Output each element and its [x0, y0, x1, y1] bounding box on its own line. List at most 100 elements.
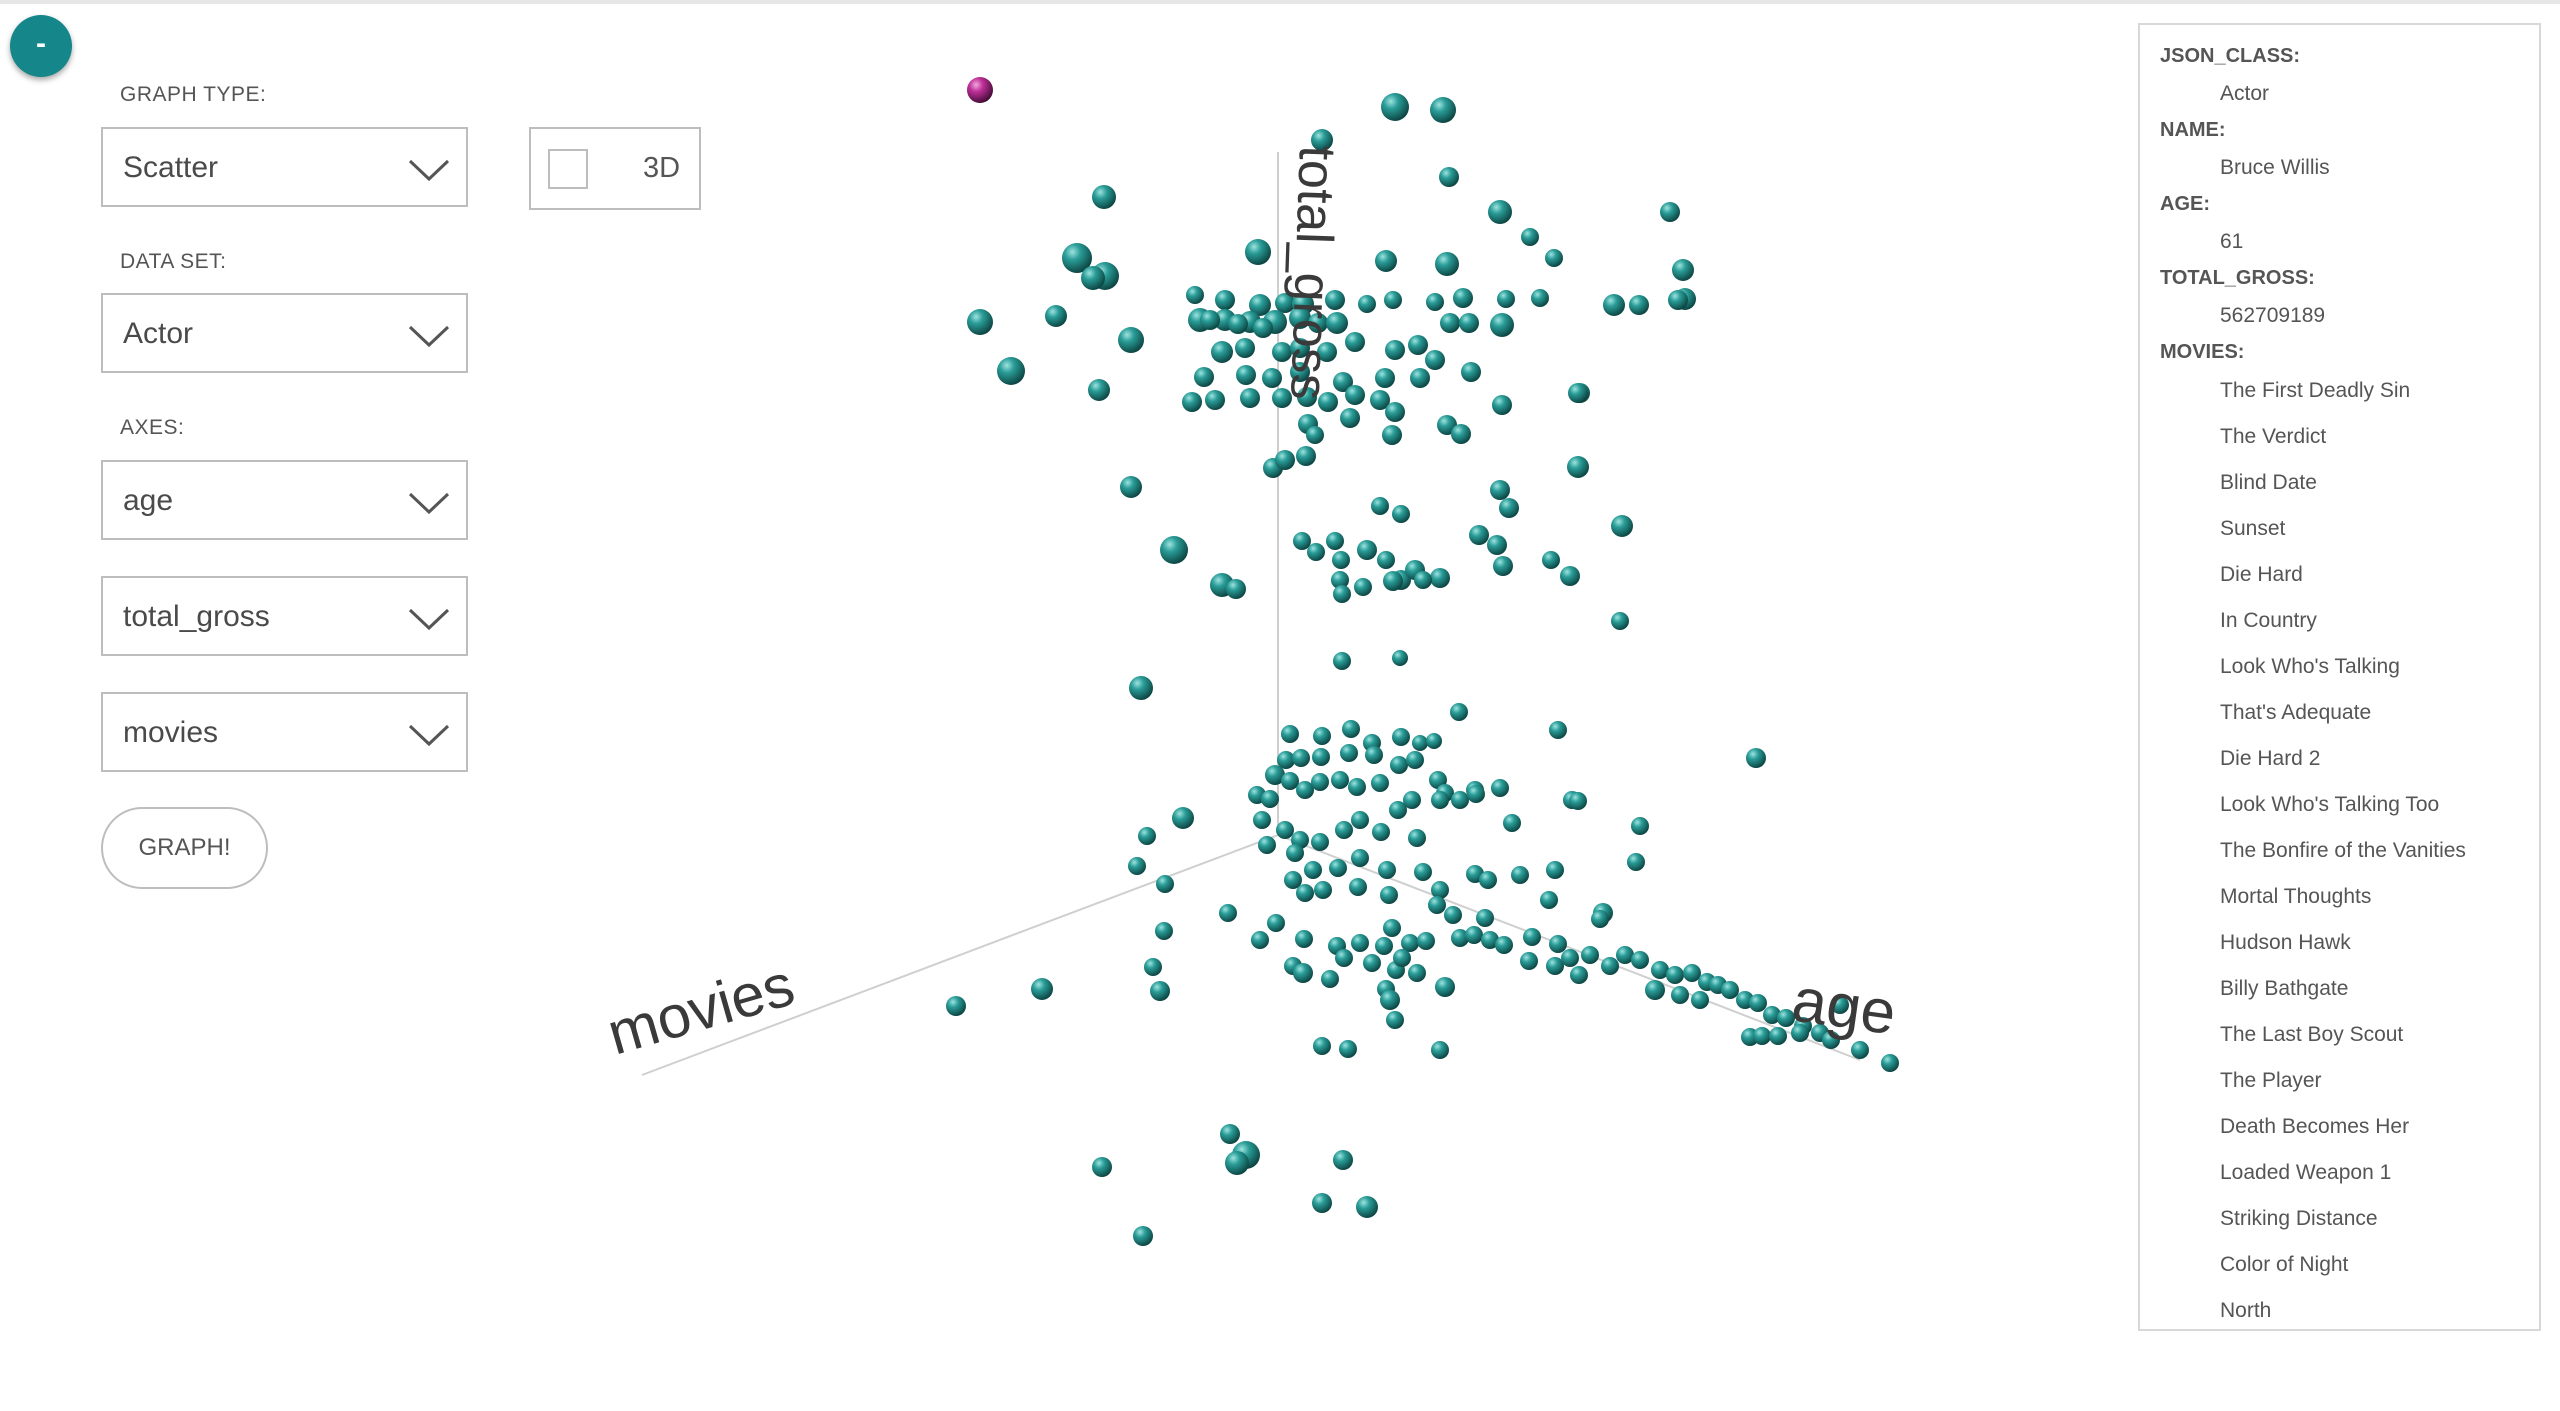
- data-point[interactable]: [1345, 385, 1365, 405]
- data-point[interactable]: [1377, 551, 1395, 569]
- data-point[interactable]: [1281, 772, 1299, 790]
- data-point[interactable]: [1275, 293, 1295, 313]
- data-point[interactable]: [1277, 751, 1295, 769]
- data-point[interactable]: [1172, 807, 1194, 829]
- data-point[interactable]: [1410, 368, 1430, 388]
- data-point[interactable]: [1313, 1037, 1331, 1055]
- data-point[interactable]: [1763, 1006, 1781, 1024]
- data-point[interactable]: [1603, 294, 1625, 316]
- data-point[interactable]: [1389, 801, 1407, 819]
- data-point[interactable]: [1390, 756, 1408, 774]
- data-point[interactable]: [1272, 388, 1292, 408]
- data-point[interactable]: [1296, 884, 1314, 902]
- data-point[interactable]: [1412, 735, 1428, 751]
- data-point[interactable]: [1265, 765, 1285, 785]
- data-point[interactable]: [1383, 571, 1403, 591]
- data-point[interactable]: [1345, 332, 1365, 352]
- data-point[interactable]: [1431, 1041, 1449, 1059]
- selected-data-point[interactable]: [967, 77, 993, 103]
- data-point[interactable]: [1481, 931, 1499, 949]
- data-point[interactable]: [1186, 286, 1204, 304]
- data-point[interactable]: [1611, 612, 1629, 630]
- data-point[interactable]: [1428, 896, 1446, 914]
- data-point[interactable]: [1225, 1151, 1249, 1175]
- data-point[interactable]: [1357, 540, 1377, 560]
- data-point[interactable]: [1521, 228, 1539, 246]
- data-point[interactable]: [1403, 791, 1421, 809]
- data-point[interactable]: [1487, 535, 1507, 555]
- data-point[interactable]: [1129, 676, 1153, 700]
- data-point[interactable]: [1311, 129, 1333, 151]
- data-point[interactable]: [1321, 970, 1339, 988]
- data-point[interactable]: [1467, 785, 1485, 803]
- data-point[interactable]: [1375, 937, 1393, 955]
- data-point[interactable]: [1490, 313, 1514, 337]
- data-point[interactable]: [1363, 954, 1381, 972]
- data-point[interactable]: [1545, 249, 1563, 267]
- data-point[interactable]: [1386, 1011, 1404, 1029]
- data-point[interactable]: [1791, 1024, 1809, 1042]
- data-point[interactable]: [1333, 372, 1353, 392]
- data-point[interactable]: [967, 309, 993, 335]
- data-point[interactable]: [1307, 543, 1325, 561]
- data-point[interactable]: [1503, 814, 1521, 832]
- data-point[interactable]: [1401, 934, 1419, 952]
- data-point[interactable]: [1226, 579, 1246, 599]
- data-point[interactable]: [1311, 773, 1329, 791]
- data-point[interactable]: [1258, 836, 1276, 854]
- data-point[interactable]: [1372, 823, 1390, 841]
- data-point[interactable]: [1523, 928, 1541, 946]
- data-point[interactable]: [1393, 949, 1411, 967]
- data-point[interactable]: [1262, 368, 1282, 388]
- data-point[interactable]: [1335, 949, 1353, 967]
- data-point[interactable]: [1156, 875, 1174, 893]
- data-point[interactable]: [1340, 408, 1360, 428]
- data-point[interactable]: [1581, 946, 1599, 964]
- data-point[interactable]: [1435, 252, 1459, 276]
- data-point[interactable]: [1611, 515, 1633, 537]
- data-point[interactable]: [1746, 748, 1766, 768]
- data-point[interactable]: [1425, 350, 1445, 370]
- data-point[interactable]: [1284, 871, 1302, 889]
- data-point[interactable]: [1118, 327, 1144, 353]
- data-point[interactable]: [1497, 290, 1515, 308]
- data-point[interactable]: [1312, 1193, 1332, 1213]
- data-point[interactable]: [1392, 728, 1410, 746]
- data-point[interactable]: [1253, 811, 1271, 829]
- data-point[interactable]: [1392, 650, 1408, 666]
- data-point[interactable]: [1120, 476, 1142, 498]
- data-point[interactable]: [1311, 833, 1329, 851]
- data-point[interactable]: [1235, 338, 1255, 358]
- data-set-select[interactable]: Actor: [101, 293, 468, 373]
- data-point[interactable]: [1616, 946, 1634, 964]
- data-point[interactable]: [1333, 1150, 1353, 1170]
- data-point[interactable]: [1155, 922, 1173, 940]
- data-point[interactable]: [1313, 727, 1331, 745]
- data-point[interactable]: [1333, 652, 1351, 670]
- data-point[interactable]: [1215, 290, 1235, 310]
- data-point[interactable]: [1831, 996, 1849, 1014]
- data-point[interactable]: [1062, 243, 1092, 273]
- data-point[interactable]: [1382, 425, 1402, 445]
- data-point[interactable]: [1451, 929, 1469, 947]
- axis-select-3[interactable]: movies: [101, 692, 468, 772]
- data-point[interactable]: [1721, 981, 1739, 999]
- data-point[interactable]: [1691, 991, 1709, 1009]
- data-point[interactable]: [1431, 791, 1449, 809]
- data-point[interactable]: [1459, 313, 1479, 333]
- data-point[interactable]: [1228, 314, 1248, 334]
- data-point[interactable]: [1430, 97, 1456, 123]
- data-point[interactable]: [1272, 342, 1292, 362]
- data-point[interactable]: [1769, 1027, 1787, 1045]
- data-point[interactable]: [1365, 746, 1383, 764]
- data-point[interactable]: [1370, 390, 1390, 410]
- data-point[interactable]: [1851, 1041, 1869, 1059]
- data-point[interactable]: [1351, 934, 1369, 952]
- data-point[interactable]: [1777, 1009, 1795, 1027]
- data-point[interactable]: [1351, 811, 1369, 829]
- data-point[interactable]: [1304, 861, 1322, 879]
- data-point[interactable]: [1414, 863, 1432, 881]
- data-point[interactable]: [1081, 266, 1105, 290]
- data-point[interactable]: [1479, 871, 1497, 889]
- data-point[interactable]: [1306, 426, 1324, 444]
